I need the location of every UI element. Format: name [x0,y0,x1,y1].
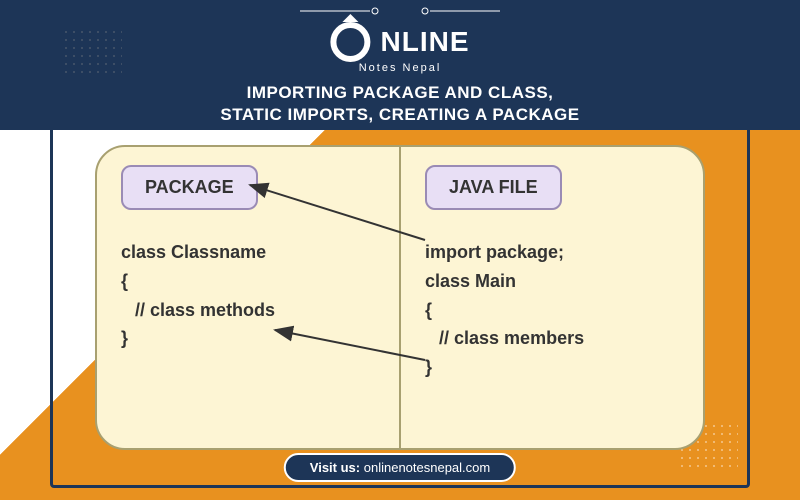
code-line: class Main [425,267,679,296]
footer-prefix: Visit us: [310,460,360,475]
code-line: // class members [425,324,679,353]
code-line: import package; [425,238,679,267]
title-line-2: STATIC IMPORTS, CREATING A PACKAGE [220,105,579,124]
dots-decoration-top-left [62,28,122,78]
code-line: { [425,296,679,325]
title-line-1: IMPORTING PACKAGE AND CLASS, [247,83,554,102]
code-line: } [121,324,375,353]
diagram-container: PACKAGE class Classname { // class metho… [95,145,705,450]
logo: NLINE [220,18,579,66]
code-line: } [425,353,679,382]
package-label-box: PACKAGE [121,165,258,210]
code-line: // class methods [121,296,375,325]
header: NLINE Notes Nepal IMPORTING PACKAGE AND … [220,18,579,126]
package-code-block: class Classname { // class methods } [121,238,375,353]
logo-text-sub: Notes Nepal [220,62,579,74]
javafile-label-box: JAVA FILE [425,165,562,210]
code-line: { [121,267,375,296]
javafile-code-block: import package; class Main { // class me… [425,238,679,382]
panel-javafile: JAVA FILE import package; class Main { /… [401,147,703,448]
circuit-decoration [300,6,500,16]
logo-text-main: NLINE [380,26,469,58]
panel-package: PACKAGE class Classname { // class metho… [97,147,401,448]
footer-banner: Visit us: onlinenotesnepal.com [284,453,516,482]
code-line: class Classname [121,238,375,267]
page-title: IMPORTING PACKAGE AND CLASS, STATIC IMPO… [220,82,579,126]
footer-url: onlinenotesnepal.com [364,460,490,475]
logo-icon [330,18,378,66]
